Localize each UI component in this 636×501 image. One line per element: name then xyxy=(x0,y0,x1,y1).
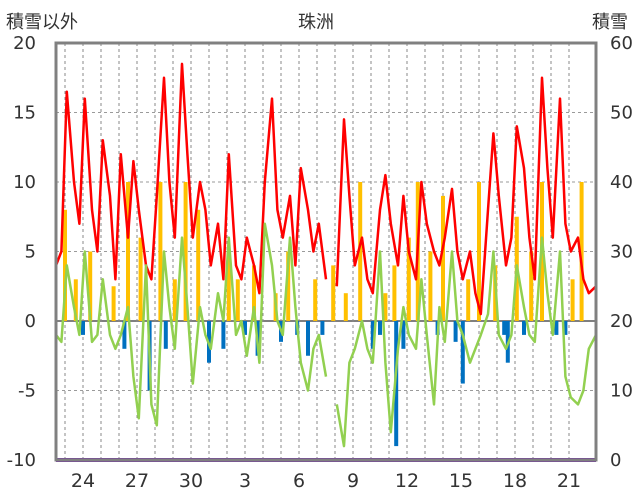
precip-bar-positive xyxy=(138,237,143,321)
y-left-axis-title: 積雪以外 xyxy=(6,12,78,33)
precip-bar-negative xyxy=(370,321,375,349)
y-left-tick-label: 5 xyxy=(25,242,36,263)
precip-bar-positive xyxy=(88,251,93,321)
precip-bar-negative xyxy=(243,321,247,335)
precip-bar-positive xyxy=(570,279,575,321)
precip-bar-negative xyxy=(81,321,85,335)
precip-bar-positive xyxy=(196,209,201,321)
precip-bar-negative xyxy=(320,321,325,335)
y-left-tick-label: 20 xyxy=(13,33,36,54)
precip-bar-negative xyxy=(306,321,310,356)
precip-bar-positive xyxy=(428,251,433,321)
y-right-tick-label: 10 xyxy=(610,381,633,402)
precip-bar-negative xyxy=(522,321,526,335)
precip-bar-negative xyxy=(453,321,458,342)
precip-bar-negative xyxy=(378,321,382,335)
y-right-tick-label: 30 xyxy=(610,242,633,263)
precip-bar-positive xyxy=(358,182,363,321)
precip-bar-positive xyxy=(529,251,534,321)
precip-bar-positive xyxy=(158,182,163,321)
precip-bar-positive xyxy=(126,182,130,321)
precip-bar-negative xyxy=(563,321,568,335)
precip-bar-positive xyxy=(73,279,78,321)
x-tick-label: 18 xyxy=(503,470,527,492)
y-left-tick-label: 0 xyxy=(25,311,36,332)
precip-bar-positive xyxy=(383,293,388,321)
precip-bar-positive xyxy=(172,279,177,321)
x-tick-label: 21 xyxy=(557,470,581,492)
y-left-tick-label: -10 xyxy=(7,450,36,471)
precip-bar-positive xyxy=(331,265,336,321)
precip-bar-negative xyxy=(122,321,127,349)
plot-frame xyxy=(54,41,598,462)
precip-bar-positive xyxy=(252,265,256,321)
max-temp-line xyxy=(54,62,597,316)
y-right-tick-label: 20 xyxy=(610,311,633,332)
precip-bar-positive xyxy=(226,251,231,321)
precip-bar-positive xyxy=(466,279,471,321)
x-tick-label: 3 xyxy=(239,470,251,492)
x-tick-label: 24 xyxy=(71,470,95,492)
precip-bar-positive xyxy=(183,182,188,321)
precip-bar-negative xyxy=(221,321,226,349)
precip-bar-positive xyxy=(286,251,291,321)
precip-bar-negative xyxy=(401,321,406,349)
precip-bar-negative xyxy=(502,321,507,335)
y-right-tick-label: 40 xyxy=(610,172,633,193)
min-temp-line xyxy=(55,222,598,448)
x-tick-label: 27 xyxy=(125,470,149,492)
chart-title: 珠洲 xyxy=(298,12,334,33)
y-left-tick-label: 10 xyxy=(13,172,36,193)
precip-bar-negative xyxy=(460,321,465,384)
x-tick-label: 30 xyxy=(179,470,203,492)
precip-bar-positive xyxy=(63,209,67,321)
precip-bar-positive xyxy=(579,182,584,321)
precip-bar-positive xyxy=(343,293,348,321)
y-right-tick-label: 0 xyxy=(610,450,621,471)
y-right-axis-title: 積雪 xyxy=(592,12,628,33)
y-left-tick-label: -5 xyxy=(18,381,36,402)
precip-bar-negative xyxy=(163,321,168,349)
precip-bar-positive xyxy=(235,279,240,321)
precip-bar-positive xyxy=(406,237,411,321)
precip-bar-positive xyxy=(392,265,397,321)
precip-bar-negative xyxy=(554,321,559,335)
x-tick-label: 15 xyxy=(449,470,473,492)
precip-bar-positive xyxy=(313,279,318,321)
x-tick-label: 9 xyxy=(347,470,359,492)
x-tick-label: 6 xyxy=(293,470,305,492)
precip-bar-positive xyxy=(441,195,445,321)
y-left-tick-label: 15 xyxy=(13,103,36,124)
y-right-tick-label: 60 xyxy=(610,33,633,54)
y-right-tick-label: 50 xyxy=(610,103,633,124)
precip-bar-positive xyxy=(111,286,116,321)
x-tick-label: 12 xyxy=(395,470,419,492)
precip-bar-positive xyxy=(477,182,481,321)
